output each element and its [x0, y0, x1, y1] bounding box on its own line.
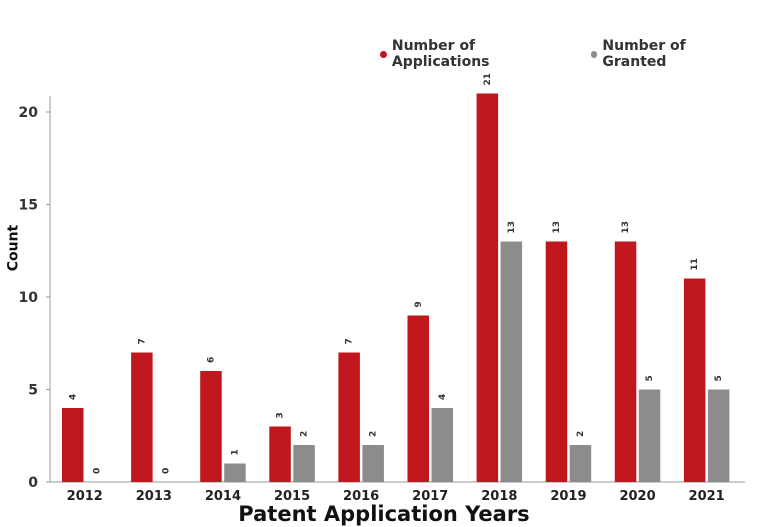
- bar: [707, 389, 730, 482]
- bar: [338, 352, 360, 482]
- bar: [269, 426, 291, 482]
- data-label: 9: [414, 301, 424, 307]
- y-tick-label: 5: [28, 383, 38, 399]
- data-label: 0: [161, 468, 171, 474]
- x-tick-label: 2014: [205, 489, 241, 504]
- data-label: 7: [137, 338, 147, 344]
- x-tick-label: 2021: [689, 489, 725, 504]
- data-label: 1: [230, 449, 240, 455]
- legend-swatch-granted: [590, 50, 598, 58]
- y-tick-label: 10: [19, 290, 39, 306]
- data-label: 6: [206, 357, 216, 363]
- bar: [545, 241, 568, 482]
- legend-label-granted: Number of Granted: [602, 38, 686, 70]
- x-tick-label: 2018: [481, 489, 517, 504]
- bar: [293, 445, 315, 482]
- data-label: 5: [645, 375, 655, 381]
- data-label: 21: [483, 73, 493, 86]
- x-tick-label: 2017: [412, 489, 448, 504]
- bar: [476, 93, 499, 482]
- x-tick-label: 2020: [619, 489, 655, 504]
- data-label: 13: [552, 221, 562, 234]
- y-tick-label: 20: [19, 105, 39, 121]
- data-label: 4: [438, 394, 448, 400]
- data-label: 7: [345, 338, 355, 344]
- bar: [407, 315, 429, 482]
- bar: [131, 352, 153, 482]
- bar: [500, 241, 523, 482]
- data-label: 4: [68, 394, 78, 400]
- data-label: 5: [714, 375, 724, 381]
- bar: [431, 408, 453, 482]
- x-axis-label: Patent Application Years: [238, 502, 530, 526]
- data-label: 0: [92, 468, 102, 474]
- x-tick-label: 2013: [136, 489, 172, 504]
- y-tick-label: 15: [19, 198, 38, 214]
- bar: [224, 463, 246, 482]
- legend: Number of Applications Number of Granted: [380, 38, 768, 70]
- x-tick-label: 2012: [67, 489, 103, 504]
- data-label: 3: [276, 412, 286, 418]
- legend-swatch-applications: [380, 50, 387, 58]
- x-tick-label: 2016: [343, 489, 379, 504]
- x-tick-label: 2019: [550, 489, 586, 504]
- legend-item-granted: Number of Granted: [590, 38, 752, 70]
- bar: [62, 408, 84, 482]
- bar: [362, 445, 384, 482]
- data-label: 11: [690, 258, 700, 271]
- legend-item-applications: Number of Applications: [380, 38, 575, 70]
- bar: [683, 278, 706, 482]
- data-label: 2: [369, 431, 379, 437]
- bar: [200, 371, 222, 482]
- y-tick-label: 0: [28, 475, 38, 491]
- data-label: 13: [507, 221, 517, 234]
- data-label: 2: [576, 431, 586, 437]
- bar: [569, 445, 592, 482]
- data-label: 13: [621, 221, 631, 234]
- x-tick-label: 2015: [274, 489, 310, 504]
- legend-label-applications: Number of Applications: [391, 38, 490, 70]
- bar: [614, 241, 637, 482]
- data-label: 2: [300, 431, 310, 437]
- bar: [638, 389, 661, 482]
